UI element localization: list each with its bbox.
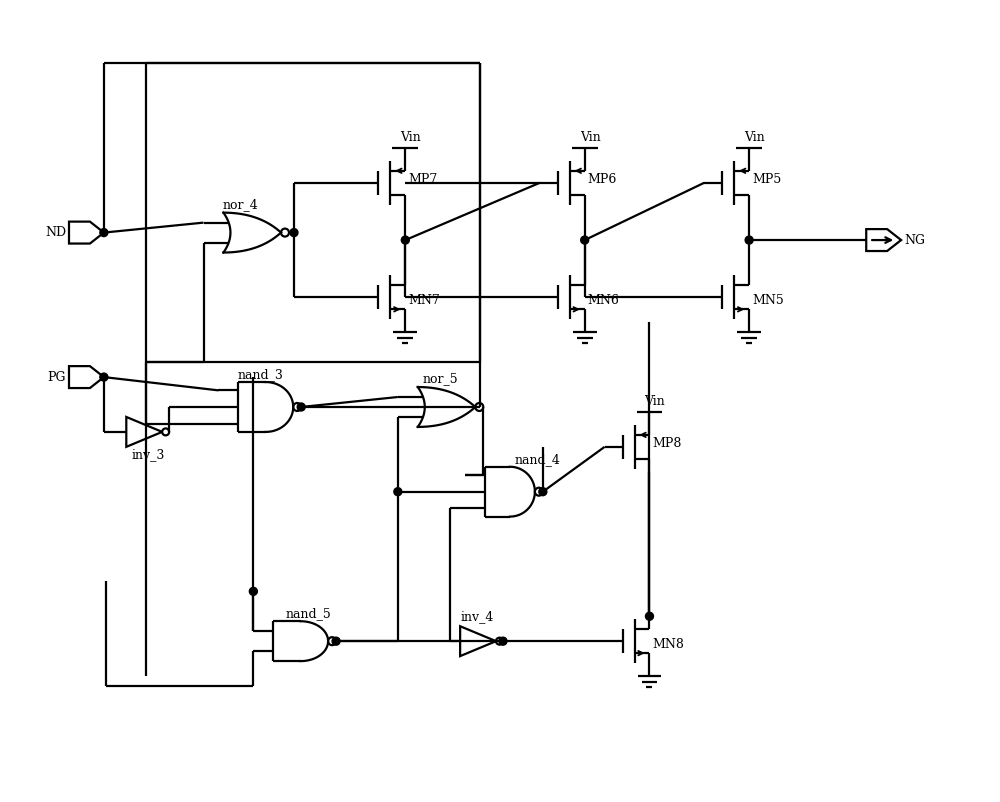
Text: nor_4: nor_4	[223, 198, 259, 211]
Text: NG: NG	[904, 233, 925, 246]
Text: nor_5: nor_5	[422, 373, 458, 386]
Text: Vin: Vin	[580, 132, 600, 144]
Text: ND: ND	[45, 226, 66, 239]
Text: nand_4: nand_4	[515, 453, 561, 466]
Circle shape	[290, 229, 298, 237]
Text: MP7: MP7	[408, 173, 438, 186]
Circle shape	[100, 229, 108, 237]
Text: MP8: MP8	[652, 437, 682, 451]
Text: inv_3: inv_3	[131, 448, 165, 461]
Text: MN5: MN5	[752, 294, 784, 307]
Circle shape	[745, 236, 753, 244]
Circle shape	[249, 587, 257, 595]
Circle shape	[499, 637, 507, 645]
Text: Vin: Vin	[744, 132, 765, 144]
Circle shape	[581, 236, 589, 244]
Text: MN7: MN7	[408, 294, 440, 307]
Text: Vin: Vin	[644, 395, 665, 408]
Text: nand_5: nand_5	[286, 607, 331, 620]
Circle shape	[401, 236, 409, 244]
Circle shape	[539, 488, 547, 496]
Text: inv_4: inv_4	[460, 610, 494, 622]
Circle shape	[332, 637, 340, 645]
Circle shape	[100, 373, 108, 381]
Circle shape	[645, 612, 653, 620]
Text: MN6: MN6	[588, 294, 620, 307]
Text: nand_3: nand_3	[238, 369, 284, 382]
Circle shape	[394, 488, 402, 496]
Text: MP6: MP6	[588, 173, 617, 186]
Text: MP5: MP5	[752, 173, 781, 186]
Text: Vin: Vin	[400, 132, 421, 144]
Text: PG: PG	[48, 371, 66, 383]
Circle shape	[297, 403, 305, 411]
Text: MN8: MN8	[652, 638, 684, 650]
